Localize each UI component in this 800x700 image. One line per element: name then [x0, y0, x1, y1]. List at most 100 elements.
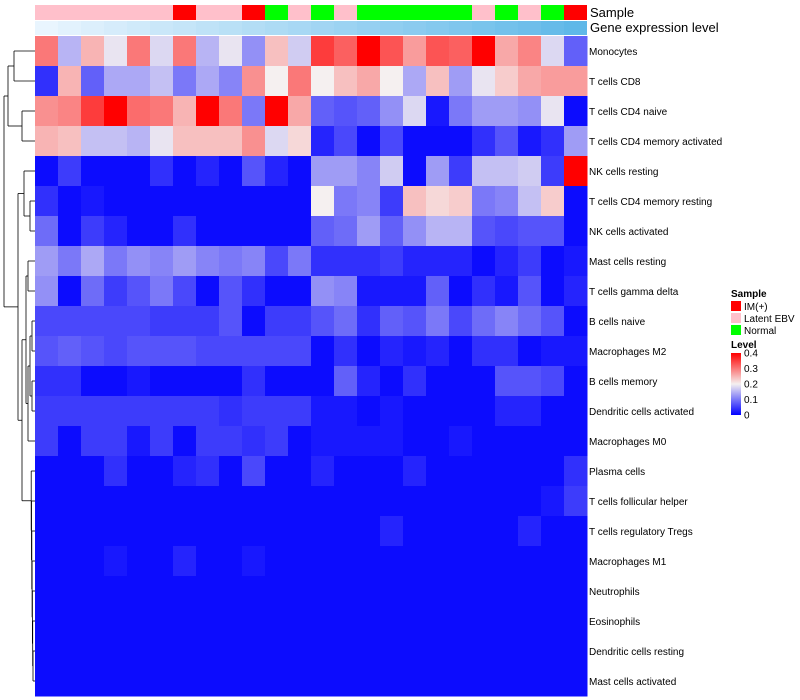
- heatmap-cell: [265, 576, 289, 607]
- heatmap-cell: [35, 186, 59, 217]
- heatmap-cell: [58, 36, 82, 67]
- heatmap-cell: [403, 276, 427, 307]
- heatmap-cell: [58, 186, 82, 217]
- heatmap-cell: [242, 66, 266, 97]
- heatmap-cell: [357, 366, 381, 397]
- heatmap-cell: [403, 576, 427, 607]
- legend-sample-title: Sample: [731, 289, 767, 300]
- heatmap-cell: [81, 636, 105, 667]
- heatmap-cell: [35, 276, 59, 307]
- heatmap-cell: [311, 546, 335, 577]
- heatmap-cell: [58, 66, 82, 97]
- heatmap-cell: [495, 456, 519, 487]
- row-label: Macrophages M0: [589, 437, 667, 448]
- heatmap-cell: [35, 666, 59, 697]
- heatmap-cell: [403, 426, 427, 457]
- heatmap-cell: [219, 66, 243, 97]
- sample-annotation-cell: [288, 5, 311, 20]
- heatmap-cell: [173, 426, 197, 457]
- heatmap-cell: [35, 306, 59, 337]
- heatmap-cell: [472, 36, 496, 67]
- gene-expression-cell: [449, 21, 472, 35]
- heatmap-cell: [58, 366, 82, 397]
- heatmap-cell: [495, 636, 519, 667]
- gene-expression-cell: [265, 21, 288, 35]
- heatmap-cell: [311, 36, 335, 67]
- heatmap-cell: [81, 546, 105, 577]
- heatmap-cell: [35, 216, 59, 247]
- heatmap-cell: [196, 666, 220, 697]
- heatmap-cell: [472, 366, 496, 397]
- heatmap-cell: [265, 156, 289, 187]
- heatmap-cell: [518, 606, 542, 637]
- heatmap-cell: [426, 216, 450, 247]
- row-label: Macrophages M2: [589, 347, 667, 358]
- heatmap-cell: [265, 366, 289, 397]
- heatmap-cell: [104, 246, 128, 277]
- heatmap-cell: [219, 456, 243, 487]
- heatmap-cell: [104, 546, 128, 577]
- heatmap-cells: [35, 36, 588, 697]
- heatmap-cell: [104, 36, 128, 67]
- heatmap-cell: [288, 456, 312, 487]
- heatmap-cell: [219, 156, 243, 187]
- heatmap-cell: [357, 336, 381, 367]
- row-label: T cells CD4 memory resting: [589, 197, 712, 208]
- heatmap-cell: [380, 216, 404, 247]
- heatmap-cell: [127, 276, 151, 307]
- sample-annotation-cell: [495, 5, 518, 20]
- heatmap-cell: [219, 216, 243, 247]
- heatmap-cell: [150, 636, 174, 667]
- gene-expression-cell: [58, 21, 81, 35]
- row-label: B cells memory: [589, 377, 657, 388]
- heatmap-cell: [35, 636, 59, 667]
- heatmap-cell: [541, 156, 565, 187]
- heatmap-cell: [81, 246, 105, 277]
- heatmap-cell: [403, 66, 427, 97]
- heatmap-cell: [265, 186, 289, 217]
- heatmap-cell: [495, 546, 519, 577]
- heatmap-cell: [196, 96, 220, 127]
- heatmap-cell: [334, 366, 358, 397]
- heatmap-cell: [380, 66, 404, 97]
- heatmap-cell: [127, 666, 151, 697]
- row-label: Mast cells resting: [589, 257, 666, 268]
- heatmap-cell: [173, 366, 197, 397]
- heatmap-cell: [265, 306, 289, 337]
- heatmap-cell: [564, 126, 588, 157]
- heatmap-cell: [173, 216, 197, 247]
- heatmap-cell: [58, 126, 82, 157]
- heatmap-cell: [196, 576, 220, 607]
- heatmap-cell: [495, 486, 519, 517]
- heatmap-cell: [219, 36, 243, 67]
- heatmap-cell: [357, 426, 381, 457]
- gene-expression-cell: [127, 21, 150, 35]
- heatmap-cell: [449, 246, 473, 277]
- heatmap-cell: [173, 186, 197, 217]
- heatmap-cell: [380, 276, 404, 307]
- heatmap-cell: [426, 66, 450, 97]
- heatmap-cell: [265, 396, 289, 427]
- heatmap-cell: [449, 486, 473, 517]
- heatmap-cell: [58, 456, 82, 487]
- heatmap-cell: [127, 66, 151, 97]
- heatmap-cell: [334, 96, 358, 127]
- row-label: T cells gamma delta: [589, 287, 679, 298]
- heatmap-cell: [380, 636, 404, 667]
- heatmap-cell: [311, 306, 335, 337]
- heatmap-cell: [541, 246, 565, 277]
- heatmap-cell: [150, 396, 174, 427]
- heatmap-cell: [58, 516, 82, 547]
- heatmap-cell: [380, 336, 404, 367]
- heatmap-cell: [449, 336, 473, 367]
- heatmap-cell: [472, 576, 496, 607]
- heatmap-cell: [564, 186, 588, 217]
- heatmap-cell: [127, 426, 151, 457]
- heatmap-cell: [403, 186, 427, 217]
- sample-annotation-cell: [564, 5, 587, 20]
- heatmap-cell: [150, 216, 174, 247]
- sample-annotation-cell: [242, 5, 265, 20]
- heatmap-cell: [380, 606, 404, 637]
- heatmap-cell: [196, 426, 220, 457]
- sample-annotation-cell: [334, 5, 357, 20]
